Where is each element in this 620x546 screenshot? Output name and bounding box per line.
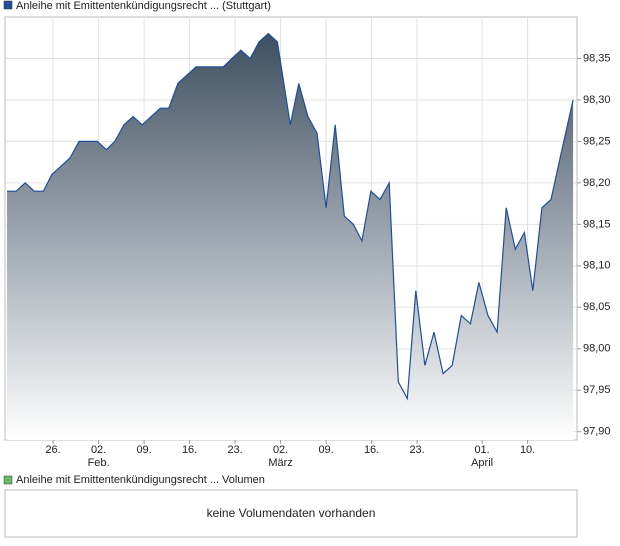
area-line bbox=[7, 32, 574, 401]
x-tick-label: 09. bbox=[318, 444, 333, 456]
x-tick-label: 01. bbox=[474, 444, 489, 456]
volume-legend-swatch bbox=[3, 475, 13, 485]
legend-label: Anleihe mit Emittentenkündigungsrecht ..… bbox=[16, 0, 271, 12]
volume-legend: Anleihe mit Emittentenkündigungsrecht ..… bbox=[16, 474, 265, 486]
y-tick-label: 98,00 bbox=[583, 343, 611, 355]
x-tick-label: 23. bbox=[409, 444, 424, 456]
month-label: Feb. bbox=[88, 457, 110, 469]
y-tick-label: 98,30 bbox=[583, 94, 611, 106]
y-tick-label: 98,35 bbox=[583, 52, 611, 64]
area-fill bbox=[7, 33, 574, 440]
x-tick-label: 10. bbox=[520, 444, 535, 456]
volume-box bbox=[4, 489, 578, 538]
y-tick-label: 97,95 bbox=[583, 384, 611, 396]
x-tick-label: 02. bbox=[91, 444, 106, 456]
month-label: April bbox=[471, 457, 493, 469]
month-label: März bbox=[268, 457, 292, 469]
x-tick-label: 26. bbox=[45, 444, 60, 456]
y-tick-label: 98,15 bbox=[583, 218, 611, 230]
x-tick-label: 16. bbox=[364, 444, 379, 456]
y-tick-label: 97,90 bbox=[583, 426, 611, 438]
x-tick-label: 16. bbox=[182, 444, 197, 456]
x-tick-label: 09. bbox=[136, 444, 151, 456]
y-tick-label: 98,05 bbox=[583, 301, 611, 313]
volume-message: keine Volumendaten vorhanden bbox=[207, 506, 376, 520]
x-tick-label: 02. bbox=[273, 444, 288, 456]
x-tick-label: 23. bbox=[227, 444, 242, 456]
y-tick-label: 98,20 bbox=[583, 177, 611, 189]
y-tick-label: 98,25 bbox=[583, 135, 611, 147]
legend-swatch bbox=[3, 0, 13, 10]
y-tick-label: 98,10 bbox=[583, 260, 611, 272]
